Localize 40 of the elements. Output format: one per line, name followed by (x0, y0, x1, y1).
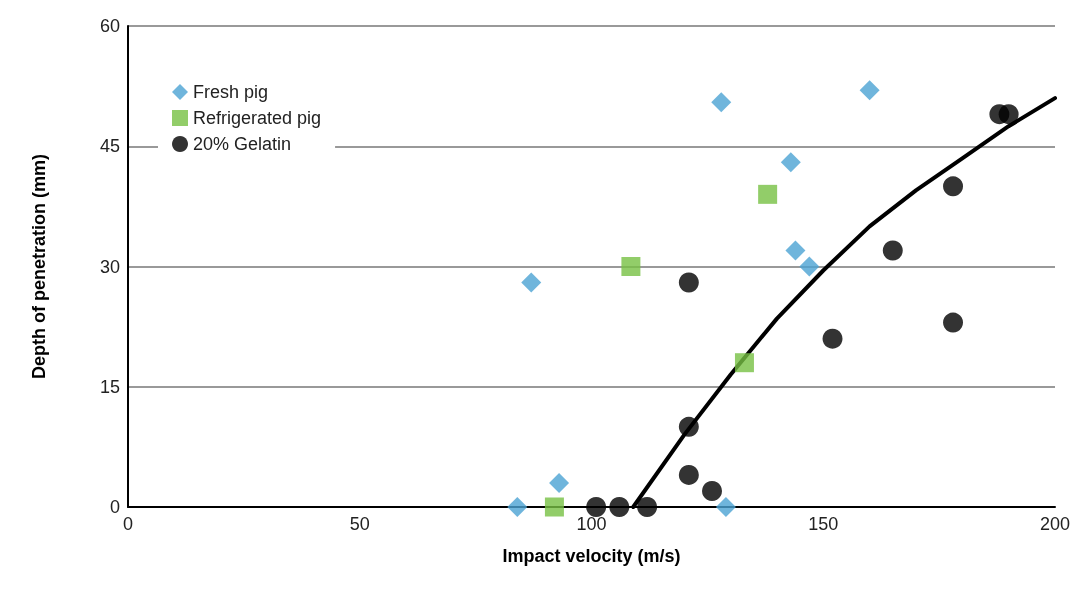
point (822, 328, 843, 349)
point (882, 240, 903, 261)
point (507, 497, 528, 517)
point (859, 80, 880, 101)
y-tick-label: 0 (109, 497, 120, 517)
point (521, 272, 542, 293)
legend-label: Refrigerated pig (193, 108, 322, 128)
y-tick-label: 45 (99, 136, 120, 157)
point (943, 176, 964, 197)
point (678, 272, 699, 293)
point (702, 480, 723, 501)
point (678, 464, 699, 485)
point (586, 497, 607, 517)
y-axis-title: Depth of penetration (mm) (29, 154, 49, 379)
x-tick-label: 50 (349, 514, 370, 534)
point (549, 472, 570, 493)
x-tick-label: 150 (808, 514, 839, 534)
x-tick-label: 0 (122, 514, 134, 534)
point (637, 497, 658, 517)
point (544, 497, 564, 517)
point (943, 312, 964, 333)
point (734, 353, 754, 373)
x-axis-title: Impact velocity (m/s) (502, 546, 681, 566)
y-tick-label: 15 (99, 376, 120, 397)
point (621, 257, 641, 276)
x-tick-label: 100 (576, 514, 607, 534)
point (678, 416, 699, 437)
y-tick-label: 60 (99, 16, 120, 36)
point (998, 104, 1019, 125)
point (711, 92, 732, 113)
point (780, 152, 801, 173)
legend-label: 20% Gelatin (193, 134, 292, 154)
point (758, 184, 778, 204)
point (715, 497, 736, 517)
point (609, 497, 630, 517)
point (785, 240, 806, 261)
y-tick-label: 30 (99, 256, 120, 277)
x-tick-label: 200 (1039, 514, 1071, 534)
point (799, 256, 820, 277)
legend-label: Fresh pig (193, 82, 269, 102)
